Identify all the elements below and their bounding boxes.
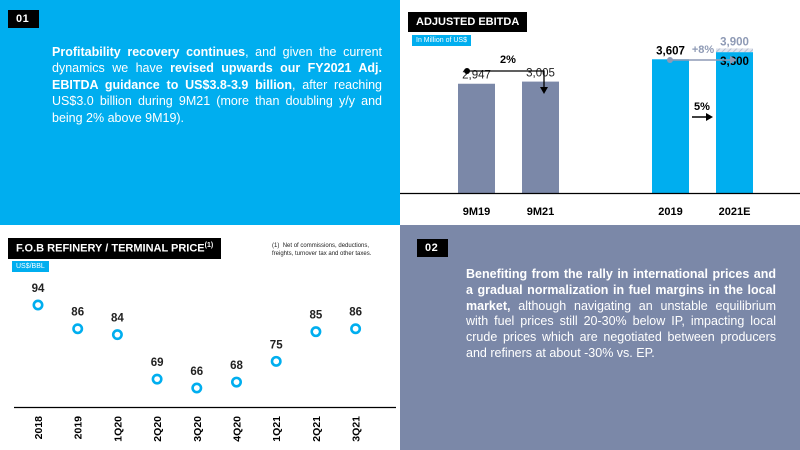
ebitda-guidance-range-bar — [716, 48, 753, 53]
fob-price-marker — [111, 329, 123, 341]
fob-value-label: 84 — [111, 313, 124, 325]
fob-price-marker — [32, 299, 44, 311]
ebitda-chart-panel: ADJUSTED EBITDA In Million of US$ 2,947 9… — [400, 0, 800, 225]
summary-panel-02: 02 Benefiting from the rally in internat… — [400, 225, 800, 450]
fob-value-label: 86 — [71, 307, 84, 319]
fob-price-chart: 94 2018 86 2019 84 1Q20 69 2Q20 66 3Q20 68 4Q20 75 1Q… — [14, 283, 396, 442]
fob-price-marker — [231, 376, 243, 388]
ebitda-category-label: 2019 — [658, 206, 682, 218]
fob-value-label: 75 — [270, 339, 283, 351]
fob-value-label: 69 — [151, 357, 164, 369]
arrow-head — [706, 113, 713, 121]
growth-arrow-9m — [467, 70, 545, 88]
ebitda-bar — [652, 59, 689, 194]
footnote-mark: (1) — [272, 243, 280, 249]
fob-value-label: 85 — [310, 310, 323, 322]
ebitda-category-label: 2021E — [719, 206, 751, 218]
panel-number-tag: 02 — [417, 239, 449, 257]
panel-number-tag: 01 — [8, 10, 40, 28]
fob-price-marker — [151, 373, 163, 385]
fob-price-marker — [191, 382, 203, 394]
ebitda-unit-label: In Million of US$ — [412, 35, 471, 46]
ebitda-chart-title: ADJUSTED EBITDA — [408, 12, 528, 32]
summary-panel-01: 01 Profitability recovery continues, and… — [0, 0, 400, 225]
panel-02-text: Benefiting from the rally in internation… — [466, 267, 776, 362]
ebitda-value-label: 3,607 — [656, 45, 685, 57]
ebitda-extra-value-label: 3,900 — [720, 36, 749, 48]
fob-category-label: 2Q21 — [311, 416, 323, 442]
fob-category-label: 1Q20 — [112, 416, 124, 442]
fob-category-label: 2018 — [33, 416, 45, 440]
ebitda-category-label: 9M19 — [463, 206, 491, 218]
ebitda-bar-chart: 2,9479M193,0059M213,60720193,8002021E3,9… — [400, 36, 800, 218]
fob-category-label: 2Q20 — [152, 416, 164, 442]
footnote-text: Net of commissions, deductions, freights… — [272, 243, 372, 257]
fob-category-label: 4Q20 — [232, 416, 244, 442]
fob-value-label: 94 — [32, 283, 45, 295]
growth-label-2021e: 5% — [694, 101, 710, 113]
fob-chart-panel: F.O.B REFINERY / TERMINAL PRICE(1) US$/B… — [0, 225, 400, 450]
fob-value-label: 86 — [349, 307, 362, 319]
fob-title-sup: (1) — [204, 242, 214, 249]
ebitda-value-label: 3,005 — [526, 68, 555, 80]
panel-01-text-segment: , after reaching US$3.0 billion during 9… — [52, 77, 382, 125]
ebitda-value-label: 3,800 — [720, 56, 749, 68]
panel-01-text-segment: , and given the current dynamics we have — [52, 45, 382, 76]
fob-chart-title: F.O.B REFINERY / TERMINAL PRICE(1) — [8, 238, 222, 259]
panel-01-text: Profitability recovery continues, and gi… — [52, 44, 382, 126]
panel-01-text-segment: revised upwards our FY2021 Adj. EBITDA g… — [52, 61, 382, 92]
arrow-head — [730, 56, 737, 64]
fob-title-text: F.O.B REFINERY / TERMINAL PRICE — [16, 242, 205, 255]
fob-price-marker — [350, 323, 362, 335]
fob-price-marker — [270, 355, 282, 367]
ebitda-bar — [716, 52, 753, 194]
fob-category-label: 3Q20 — [192, 416, 204, 442]
fob-footnote: (1) Net of commissions, deductions, frei… — [272, 242, 392, 258]
ebitda-bar — [458, 83, 495, 193]
panel-02-text-segment: although navigating an unstable equilibr… — [466, 298, 776, 360]
fob-value-label: 68 — [230, 360, 243, 372]
panel-02-text-segment: Benefiting from the rally in internation… — [466, 267, 776, 313]
fob-unit-label: US$/BBL — [12, 261, 49, 272]
panel-01-text-segment: Profitability recovery continues — [52, 45, 246, 59]
fob-category-label: 3Q21 — [351, 416, 363, 442]
ebitda-category-label: 9M21 — [527, 206, 555, 218]
fob-category-label: 1Q21 — [271, 416, 283, 442]
growth-label-year: +8% — [692, 44, 715, 56]
growth-label-9m: 2% — [500, 54, 516, 66]
fob-category-label: 2019 — [73, 416, 85, 440]
fob-price-marker — [72, 323, 84, 335]
arrow-head — [540, 87, 548, 94]
fob-price-marker — [310, 326, 322, 338]
fob-value-label: 66 — [190, 366, 203, 378]
ebitda-bar — [522, 81, 559, 193]
